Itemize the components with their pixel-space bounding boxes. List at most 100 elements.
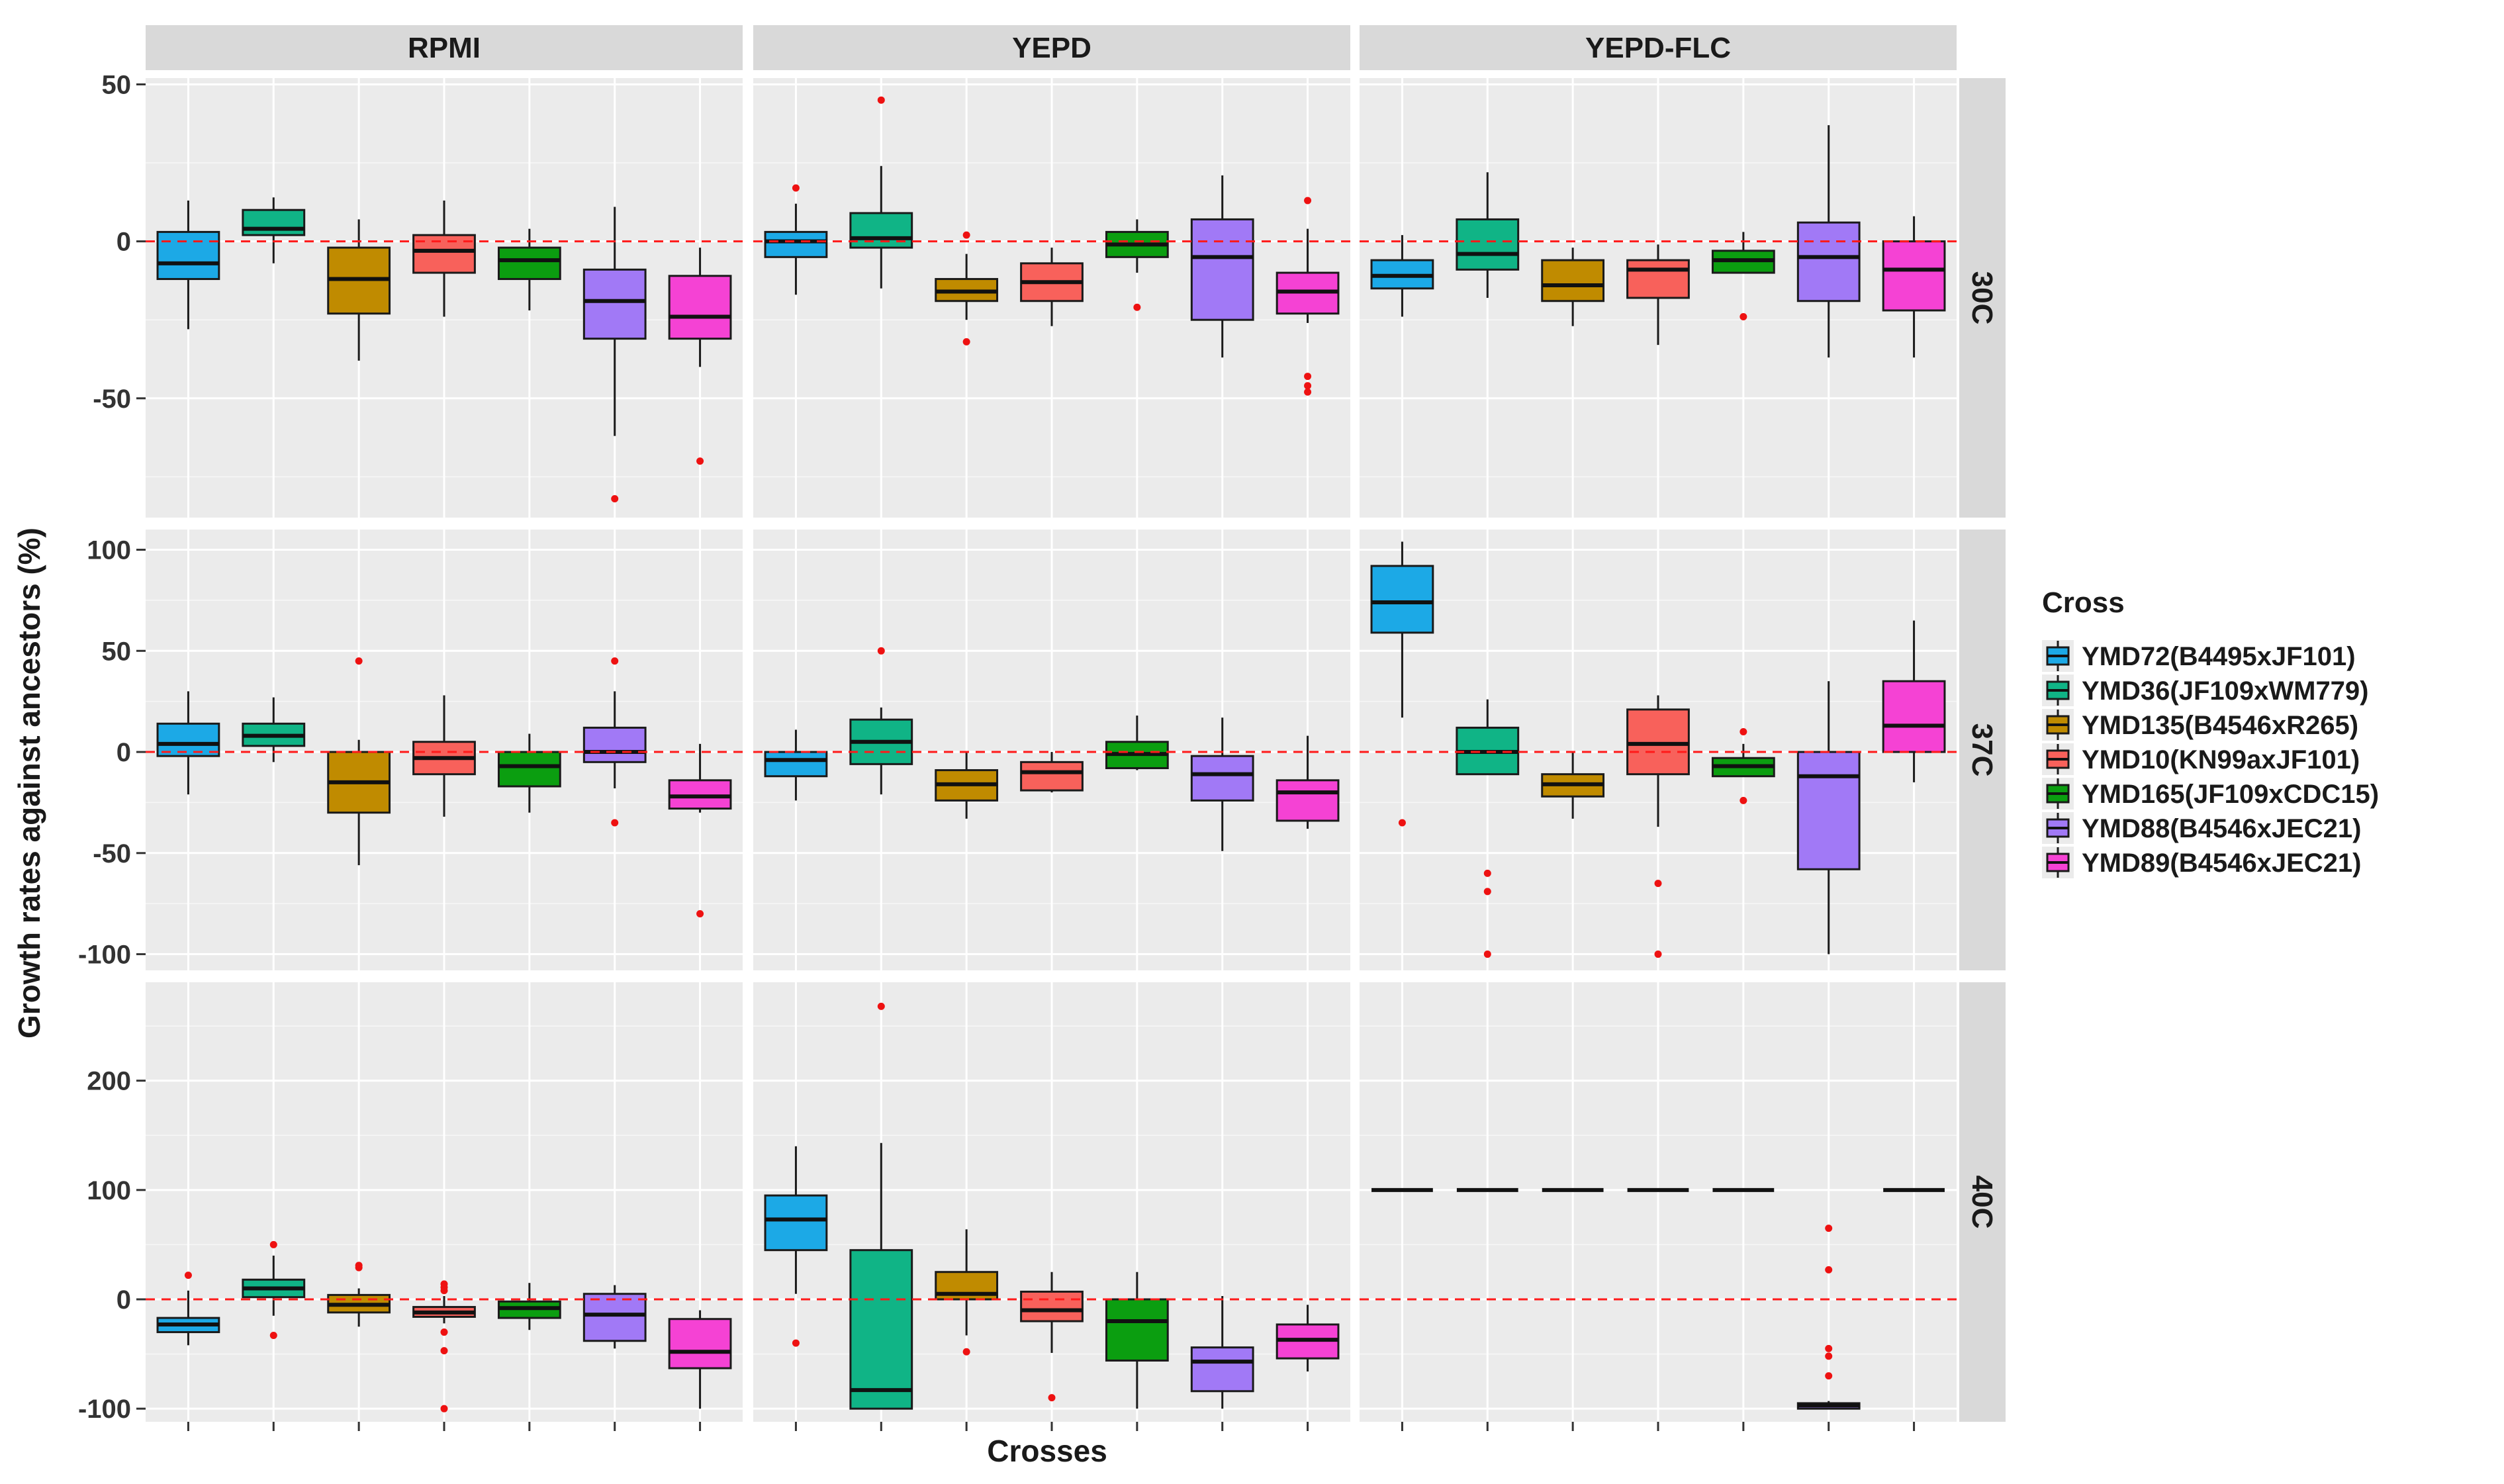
outlier-point [877,647,885,655]
legend-label: YMD88(B4546xJEC21) [2082,814,2361,843]
outlier-point [1048,1394,1056,1402]
outlier-point [440,1347,448,1355]
boxplot-group [1275,735,1340,829]
boxplot-group [935,752,999,819]
boxplot-group [1275,1305,1340,1372]
boxplot-group [497,1283,561,1330]
box [1796,221,1861,302]
boxplot-group [764,729,828,801]
y-axes-layer: 50 0 -50 100 50 0 -50 -100 200 100 0 -100 [78,70,1916,1431]
row-strip-label: 40C [1966,1176,1998,1229]
y-tick-label: -50 [93,839,131,868]
boxplot-group [668,248,732,465]
boxplot-group [582,657,647,827]
boxplot-group [242,1240,306,1340]
legend-label: YMD72(B4495xJF101) [2082,642,2356,671]
box [1882,680,1946,753]
outlier-point [696,457,704,465]
boxplot-group [764,1146,828,1347]
box [1541,259,1605,302]
box [1796,751,1861,870]
y-tick-label: 200 [87,1067,131,1096]
box [582,1293,647,1342]
boxplot-group [1020,752,1084,793]
boxplot-group [412,695,476,817]
boxplot-group [849,1002,913,1410]
box [668,779,732,810]
y-tick-label: 0 [116,228,131,257]
outlier-point [1825,1266,1833,1274]
boxplot-group [1370,235,1434,317]
column-strip-label: YEPD [1012,32,1091,64]
x-axis-title: Crosses [987,1434,1107,1468]
outlier-point [1739,312,1747,320]
panels-layer [146,78,1957,1422]
box [1456,218,1520,271]
legend-entry: YMD10(KN99axJF101) [2042,743,2360,775]
boxplot-group [1796,681,1861,954]
outlier-point [1483,951,1491,958]
box [764,1194,828,1252]
outlier-point [696,909,704,917]
boxplot-group [764,184,828,295]
boxplot-group [1105,716,1169,770]
box [1190,755,1254,802]
box [1882,240,1946,312]
y-tick-label: 0 [116,1285,131,1315]
outlier-point [792,1339,800,1347]
box [1020,1290,1084,1322]
boxplot-group [156,691,220,795]
outlier-point [1483,869,1491,877]
outlier-point [269,1240,277,1248]
box [497,751,561,788]
boxplot-group [1711,728,1775,804]
boxplot-group [1020,1272,1084,1402]
boxplot-group [412,1280,476,1413]
box [1626,708,1690,776]
box [582,726,647,763]
boxplot-group [242,697,306,763]
outlier-point [1304,382,1312,390]
boxplot-group [1190,718,1254,851]
outlier-point [184,1272,192,1279]
legend-entry: YMD88(B4546xJEC21) [2042,812,2361,844]
outlier-point [269,1332,277,1340]
boxplot-group [668,1310,732,1409]
y-tick-label: 100 [87,1176,131,1205]
legend-label: YMD10(KN99axJF101) [2082,745,2360,774]
y-tick-label: -100 [78,1395,131,1424]
boxplot-group [1626,695,1690,958]
boxplot-group [1796,1225,1861,1410]
legend-entry: YMD36(JF109xWM779) [2042,674,2369,706]
boxplot-group [1275,197,1340,396]
boxplot-group [327,657,391,866]
column-strip-label: YEPD-FLC [1585,32,1731,64]
facet-panel [1360,530,1957,970]
box [1105,1298,1169,1362]
y-tick-label: 50 [102,70,132,99]
column-strip [146,25,743,70]
row-strip-label: 37C [1966,723,1998,777]
box [582,268,647,340]
box [849,212,913,249]
box [1370,565,1434,634]
box [1190,1346,1254,1393]
outlier-point [877,1002,885,1010]
boxplot-group [1105,1272,1169,1409]
outlier-point [962,1348,970,1356]
boxplot-group [935,1229,999,1356]
facet-panel [146,78,743,518]
legend-entry: YMD135(B4546xR265) [2042,709,2358,741]
outlier-point [1654,951,1662,958]
legend-entry: YMD89(B4546xJEC21) [2042,847,2361,878]
row-strip-label: 30C [1966,271,1998,325]
facet-panel [146,530,743,970]
boxplot-group [1711,232,1775,320]
legend-label: YMD165(JF109xCDC15) [2082,780,2379,809]
column-strip-label: RPMI [408,32,481,64]
boxplot-group [582,1285,647,1349]
box [764,751,828,778]
outlier-point [877,96,885,104]
facet-panel [753,78,1350,518]
box [668,275,732,340]
